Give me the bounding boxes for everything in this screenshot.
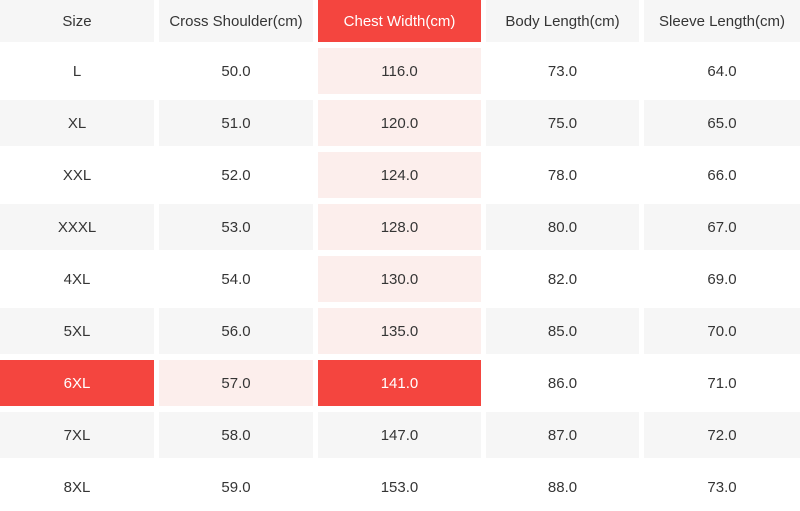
measurement-cell[interactable]: 85.0	[486, 308, 639, 354]
measurement-cell[interactable]: 130.0	[318, 256, 481, 302]
measurement-cell[interactable]: 70.0	[644, 308, 800, 354]
measurement-cell[interactable]: 135.0	[318, 308, 481, 354]
measurement-cell[interactable]: 67.0	[644, 204, 800, 250]
column-header-selected[interactable]: Chest Width(cm)	[318, 0, 481, 42]
measurement-cell[interactable]: 58.0	[159, 412, 313, 458]
measurement-cell[interactable]: 124.0	[318, 152, 481, 198]
size-cell[interactable]: 6XL	[0, 360, 154, 406]
size-cell[interactable]: 8XL	[0, 464, 154, 510]
measurement-cell[interactable]: 52.0	[159, 152, 313, 198]
measurement-cell[interactable]: 78.0	[486, 152, 639, 198]
size-cell[interactable]: 5XL	[0, 308, 154, 354]
measurement-cell[interactable]: 54.0	[159, 256, 313, 302]
measurement-cell[interactable]: 69.0	[644, 256, 800, 302]
measurement-cell[interactable]: 59.0	[159, 464, 313, 510]
measurement-cell[interactable]: 72.0	[644, 412, 800, 458]
measurement-cell[interactable]: 50.0	[159, 48, 313, 94]
size-cell[interactable]: XL	[0, 100, 154, 146]
size-cell[interactable]: 7XL	[0, 412, 154, 458]
measurement-cell[interactable]: 87.0	[486, 412, 639, 458]
measurement-cell[interactable]: 75.0	[486, 100, 639, 146]
measurement-cell[interactable]: 80.0	[486, 204, 639, 250]
measurement-cell[interactable]: 64.0	[644, 48, 800, 94]
size-cell[interactable]: L	[0, 48, 154, 94]
column-header[interactable]: Size	[0, 0, 154, 42]
measurement-cell[interactable]: 71.0	[644, 360, 800, 406]
column-header[interactable]: Body Length(cm)	[486, 0, 639, 42]
measurement-cell[interactable]: 66.0	[644, 152, 800, 198]
measurement-cell[interactable]: 153.0	[318, 464, 481, 510]
measurement-cell[interactable]: 86.0	[486, 360, 639, 406]
column-header[interactable]: Sleeve Length(cm)	[644, 0, 800, 42]
measurement-cell[interactable]: 82.0	[486, 256, 639, 302]
measurement-cell[interactable]: 57.0	[159, 360, 313, 406]
measurement-cell[interactable]: 73.0	[486, 48, 639, 94]
measurement-cell[interactable]: 56.0	[159, 308, 313, 354]
measurement-cell[interactable]: 116.0	[318, 48, 481, 94]
measurement-cell[interactable]: 147.0	[318, 412, 481, 458]
size-cell[interactable]: XXL	[0, 152, 154, 198]
size-cell[interactable]: 4XL	[0, 256, 154, 302]
measurement-cell[interactable]: 73.0	[644, 464, 800, 510]
measurement-cell[interactable]: 88.0	[486, 464, 639, 510]
size-cell[interactable]: XXXL	[0, 204, 154, 250]
measurement-cell[interactable]: 51.0	[159, 100, 313, 146]
measurement-cell[interactable]: 120.0	[318, 100, 481, 146]
measurement-cell[interactable]: 53.0	[159, 204, 313, 250]
measurement-cell[interactable]: 141.0	[318, 360, 481, 406]
measurement-cell[interactable]: 65.0	[644, 100, 800, 146]
measurement-cell[interactable]: 128.0	[318, 204, 481, 250]
column-header[interactable]: Cross Shoulder(cm)	[159, 0, 313, 42]
